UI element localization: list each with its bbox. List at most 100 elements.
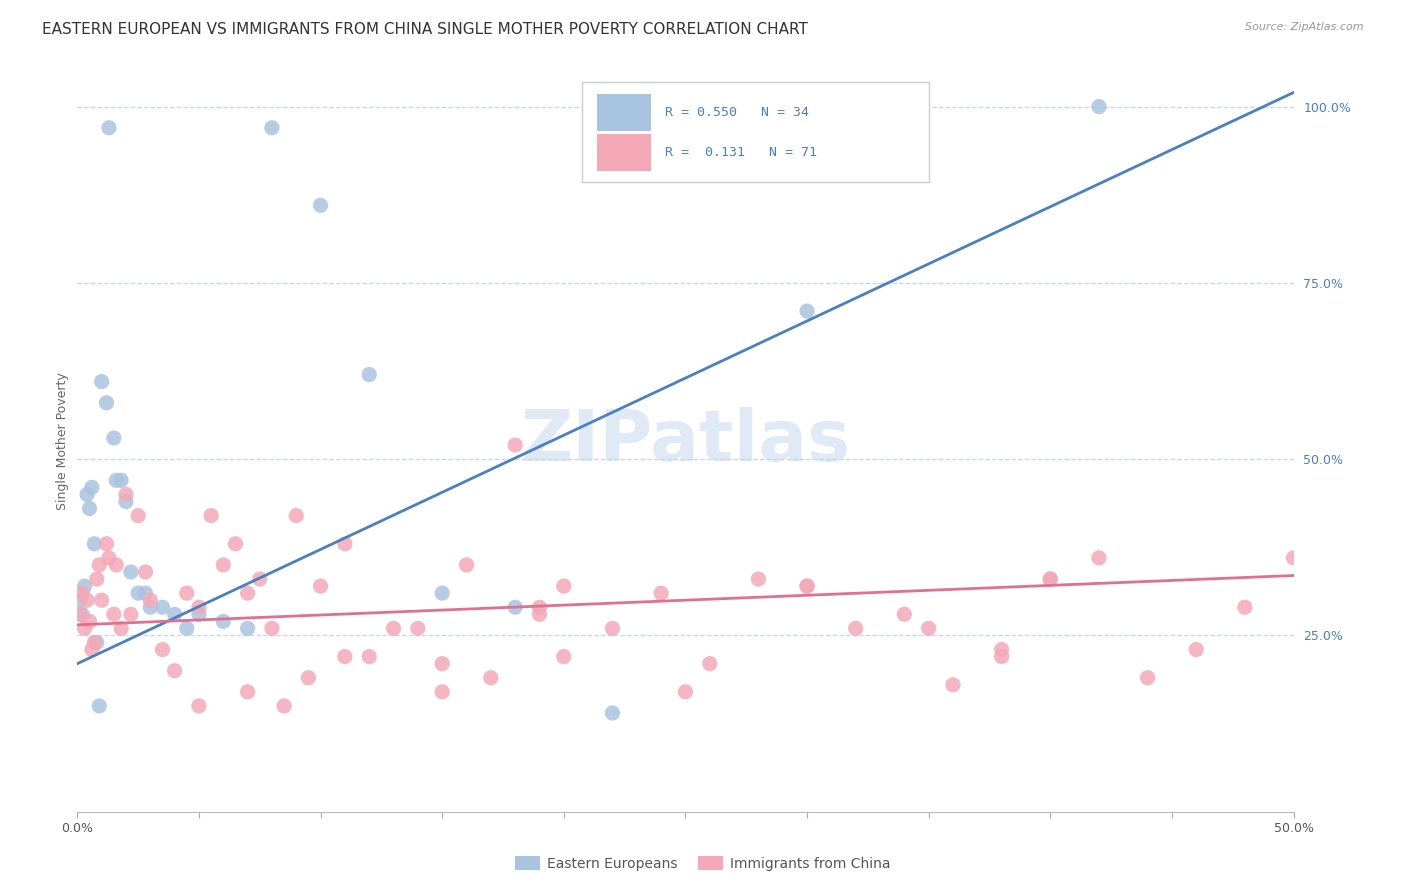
Point bbox=[127, 586, 149, 600]
Point bbox=[699, 657, 721, 671]
Point bbox=[120, 607, 142, 622]
Point bbox=[76, 487, 98, 501]
Bar bbox=[596, 94, 651, 130]
Point bbox=[80, 480, 103, 494]
Legend: Eastern Europeans, Immigrants from China: Eastern Europeans, Immigrants from China bbox=[509, 850, 897, 876]
Point bbox=[152, 600, 174, 615]
Point bbox=[80, 642, 103, 657]
Point bbox=[942, 678, 965, 692]
Text: ZIPatlas: ZIPatlas bbox=[520, 407, 851, 476]
Point bbox=[103, 607, 125, 622]
Point bbox=[83, 537, 105, 551]
FancyBboxPatch shape bbox=[582, 82, 929, 183]
Point bbox=[503, 600, 526, 615]
Point bbox=[796, 579, 818, 593]
Text: Source: ZipAtlas.com: Source: ZipAtlas.com bbox=[1246, 22, 1364, 32]
Point bbox=[1088, 100, 1111, 114]
Point bbox=[97, 550, 120, 565]
Point bbox=[139, 600, 162, 615]
Point bbox=[110, 473, 132, 487]
Point bbox=[273, 698, 295, 713]
Point bbox=[309, 579, 332, 593]
Point bbox=[200, 508, 222, 523]
Point bbox=[70, 586, 93, 600]
Point bbox=[127, 508, 149, 523]
Point bbox=[333, 537, 356, 551]
Point bbox=[236, 586, 259, 600]
Point bbox=[553, 579, 575, 593]
Point bbox=[406, 621, 429, 635]
Point bbox=[163, 664, 186, 678]
Point bbox=[432, 685, 454, 699]
Point bbox=[432, 657, 454, 671]
Point bbox=[188, 698, 211, 713]
Point bbox=[260, 621, 283, 635]
Point bbox=[89, 558, 111, 572]
Point bbox=[990, 649, 1012, 664]
Point bbox=[69, 593, 91, 607]
Point bbox=[79, 501, 101, 516]
Point bbox=[97, 120, 120, 135]
Point bbox=[529, 607, 551, 622]
Point bbox=[529, 600, 551, 615]
Point bbox=[90, 375, 112, 389]
Point bbox=[1039, 572, 1062, 586]
Point bbox=[553, 649, 575, 664]
Point bbox=[990, 642, 1012, 657]
Point bbox=[918, 621, 941, 635]
Point bbox=[602, 621, 624, 635]
Point bbox=[105, 558, 128, 572]
Text: R = 0.550   N = 34: R = 0.550 N = 34 bbox=[665, 105, 808, 119]
Point bbox=[86, 635, 108, 649]
Point bbox=[359, 649, 381, 664]
Point bbox=[110, 621, 132, 635]
Text: EASTERN EUROPEAN VS IMMIGRANTS FROM CHINA SINGLE MOTHER POVERTY CORRELATION CHAR: EASTERN EUROPEAN VS IMMIGRANTS FROM CHIN… bbox=[42, 22, 808, 37]
Point bbox=[73, 579, 96, 593]
Bar bbox=[596, 135, 651, 171]
Point bbox=[1233, 600, 1256, 615]
Point bbox=[73, 621, 96, 635]
Point bbox=[76, 593, 98, 607]
Point bbox=[297, 671, 319, 685]
Point bbox=[134, 586, 156, 600]
Point bbox=[176, 621, 198, 635]
Point bbox=[285, 508, 308, 523]
Point bbox=[236, 685, 259, 699]
Point bbox=[152, 642, 174, 657]
Point bbox=[115, 487, 138, 501]
Point bbox=[188, 600, 211, 615]
Point bbox=[333, 649, 356, 664]
Point bbox=[1088, 550, 1111, 565]
Point bbox=[359, 368, 381, 382]
Point bbox=[163, 607, 186, 622]
Point bbox=[236, 621, 259, 635]
Point bbox=[503, 438, 526, 452]
Point bbox=[103, 431, 125, 445]
Point bbox=[96, 396, 118, 410]
Point bbox=[675, 685, 697, 699]
Point bbox=[479, 671, 502, 685]
Point bbox=[90, 593, 112, 607]
Point bbox=[69, 607, 91, 622]
Point bbox=[83, 635, 105, 649]
Point bbox=[796, 579, 818, 593]
Point bbox=[139, 593, 162, 607]
Point bbox=[260, 120, 283, 135]
Point bbox=[86, 572, 108, 586]
Point bbox=[212, 558, 235, 572]
Point bbox=[845, 621, 868, 635]
Point bbox=[70, 607, 93, 622]
Point bbox=[176, 586, 198, 600]
Point bbox=[309, 198, 332, 212]
Point bbox=[1136, 671, 1159, 685]
Point bbox=[79, 615, 101, 629]
Point bbox=[115, 494, 138, 508]
Point bbox=[120, 565, 142, 579]
Point bbox=[650, 586, 672, 600]
Point bbox=[796, 304, 818, 318]
Point bbox=[212, 615, 235, 629]
Point bbox=[432, 586, 454, 600]
Point bbox=[96, 537, 118, 551]
Point bbox=[1039, 572, 1062, 586]
Point bbox=[893, 607, 915, 622]
